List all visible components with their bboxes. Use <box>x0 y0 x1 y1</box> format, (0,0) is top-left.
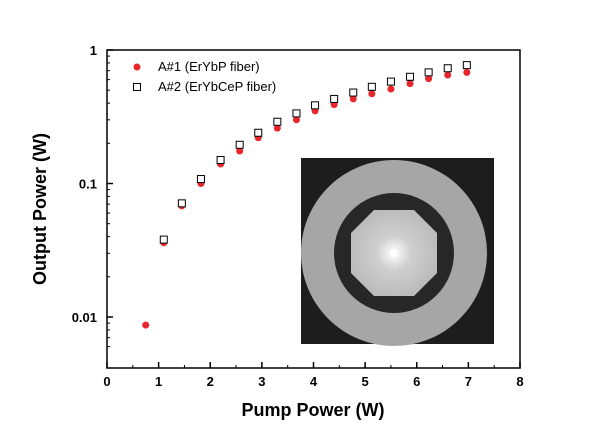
data-point-series-2 <box>367 82 376 91</box>
data-point-series-2 <box>254 128 263 137</box>
x-tick-label: 6 <box>413 374 420 389</box>
data-point-series-1 <box>142 321 150 329</box>
data-point-series-2 <box>177 199 186 208</box>
data-point-series-1 <box>273 124 281 132</box>
data-point-series-2 <box>330 94 339 103</box>
x-axis-title: Pump Power (W) <box>242 400 385 420</box>
data-point-series-1 <box>387 85 395 93</box>
x-tick-label: 8 <box>516 374 523 389</box>
legend-label-series-1: A#1 (ErYbP fiber) <box>158 59 260 74</box>
legend-marker-series-2 <box>133 83 141 91</box>
y-tick-label: 0.1 <box>79 177 97 192</box>
x-tick-label: 3 <box>258 374 265 389</box>
legend-marker-series-1 <box>133 63 141 71</box>
data-point-series-1 <box>236 147 244 155</box>
data-point-series-1 <box>368 90 376 98</box>
data-point-series-1 <box>349 95 357 103</box>
data-point-series-1 <box>406 80 414 88</box>
legend-label-series-2: A#2 (ErYbCeP fiber) <box>158 79 276 94</box>
data-point-series-2 <box>406 72 415 81</box>
data-point-series-1 <box>292 116 300 124</box>
x-tick-label: 1 <box>155 374 162 389</box>
data-point-series-2 <box>349 88 358 97</box>
data-point-series-2 <box>311 101 320 110</box>
data-points <box>142 61 471 329</box>
x-tick-label: 5 <box>362 374 369 389</box>
data-point-series-1 <box>425 75 433 83</box>
data-point-series-2 <box>159 235 168 244</box>
data-point-series-1 <box>463 68 471 76</box>
y-axis: 0.01 0.1 1 <box>72 43 113 348</box>
y-tick-label: 1 <box>90 43 97 58</box>
x-tick-label: 0 <box>103 374 110 389</box>
x-tick-label: 4 <box>310 374 318 389</box>
data-point-series-2 <box>273 117 282 126</box>
data-point-series-2 <box>216 155 225 164</box>
data-point-series-2 <box>424 68 433 77</box>
y-tick-label: 0.01 <box>72 310 97 325</box>
y-axis-title: Output Power (W) <box>30 133 50 285</box>
data-point-series-2 <box>462 61 471 70</box>
data-point-series-2 <box>196 175 205 184</box>
fiber-cross-section-inset <box>301 158 494 346</box>
data-point-series-1 <box>444 71 452 79</box>
data-point-series-2 <box>386 77 395 86</box>
data-point-series-2 <box>235 140 244 149</box>
legend: A#1 (ErYbP fiber) A#2 (ErYbCeP fiber) <box>133 59 276 94</box>
x-axis: 0 1 2 3 4 5 6 7 8 <box>103 362 524 389</box>
x-tick-label: 7 <box>465 374 472 389</box>
x-tick-label: 2 <box>207 374 214 389</box>
data-point-series-2 <box>443 64 452 73</box>
data-point-series-2 <box>292 109 301 118</box>
